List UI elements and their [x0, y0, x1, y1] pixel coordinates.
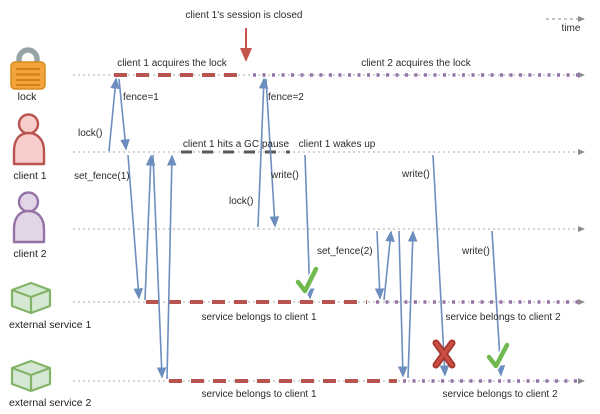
- set-fence2-svc2-ack-arrow: [407, 230, 418, 379]
- fence2-label: fence=2: [268, 92, 304, 103]
- fence1-return-arrow: [118, 78, 130, 151]
- write3-arrow: [491, 230, 506, 377]
- write1-success-check-icon: [294, 265, 320, 295]
- set-fence1-svc1-arrow: [127, 154, 144, 300]
- wakes-up-label: client 1 wakes up: [298, 139, 376, 150]
- svc1-owner-client1-label: service belongs to client 1: [201, 312, 317, 323]
- svc1-owner-client2-label: service belongs to client 2: [445, 312, 561, 323]
- client2-acquires-lock-label: client 2 acquires the lock: [361, 58, 471, 69]
- time-label: time: [561, 23, 581, 34]
- lane-label-client1: client 1: [13, 170, 47, 182]
- set-fence2-svc1-arrow: [374, 230, 385, 300]
- lane-label-lock: lock: [17, 91, 37, 103]
- write2-rejected-x-icon: [432, 339, 456, 369]
- lock-call-arrow-client1: [108, 77, 120, 152]
- lane-label-service1: external service 1: [9, 319, 92, 331]
- set-fence2-label: set_fence(2): [317, 246, 373, 257]
- fence1-label: fence=1: [123, 92, 159, 103]
- svc2-owner-client2-label: service belongs to client 2: [442, 389, 558, 400]
- write1-label: write(): [271, 170, 299, 181]
- write3-success-check-icon: [485, 341, 511, 370]
- set-fence1-svc2-arrow: [152, 154, 167, 379]
- client1-person-icon: [12, 113, 46, 166]
- lane-label-service2: external service 2: [9, 397, 92, 409]
- write2-label: write(): [402, 169, 430, 180]
- set-fence1-svc1-ack-arrow: [144, 154, 156, 301]
- padlock-icon: [10, 47, 46, 90]
- service2-cube-icon: [10, 359, 52, 393]
- client1-acquires-lock-label: client 1 acquires the lock: [117, 58, 227, 69]
- set-fence1-label: set_fence(1): [74, 171, 130, 182]
- fence2-return-arrow: [265, 78, 280, 228]
- write1-arrow: [304, 154, 315, 300]
- lane-label-client2: client 2: [13, 248, 47, 260]
- session-closed-label: client 1's session is closed: [185, 10, 303, 21]
- lock-call-1-label: lock(): [78, 128, 103, 139]
- lock-call-2-label: lock(): [229, 196, 254, 207]
- write2-arrow: [432, 154, 450, 377]
- gc-pause-label: client 1 hits a GC pause: [182, 139, 290, 150]
- client2-person-icon: [12, 191, 46, 244]
- svc2-owner-client1-label: service belongs to client 1: [201, 389, 317, 400]
- write3-label: write(): [462, 246, 490, 257]
- set-fence1-svc2-ack-arrow: [166, 154, 177, 380]
- service1-cube-icon: [10, 281, 52, 315]
- lock-call-arrow-client2: [257, 77, 269, 228]
- set-fence2-svc2-arrow: [397, 230, 408, 378]
- set-fence2-svc1-ack-arrow: [383, 230, 395, 301]
